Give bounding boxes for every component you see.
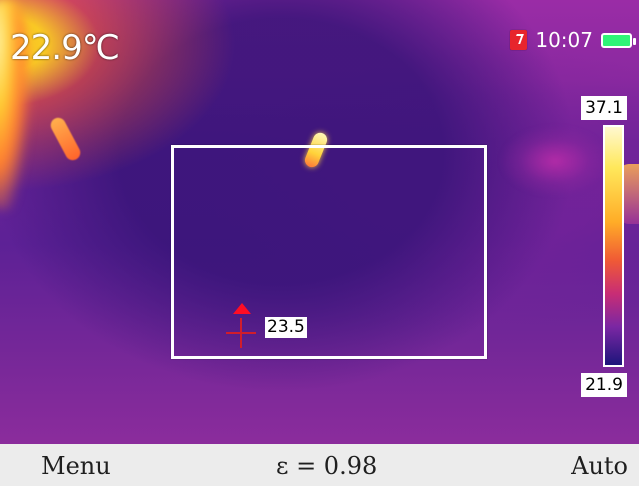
temperature-color-scale <box>603 125 624 367</box>
status-indicators: 10:07 <box>510 28 636 52</box>
thermal-image-view: 22.9℃ 10:07 23.5 37.1 21.9 <box>0 0 639 444</box>
clock: 10:07 <box>535 28 593 52</box>
warm-edge-right <box>619 164 639 224</box>
warm-region-orange <box>48 115 83 163</box>
triangle-up-icon <box>233 303 251 314</box>
battery-icon <box>601 32 636 48</box>
bottom-toolbar: Menu ε = 0.98 Auto <box>0 444 639 486</box>
emissivity-readout: ε = 0.98 <box>276 452 378 480</box>
ambient-temperature: 22.9℃ <box>10 28 120 68</box>
hot-region-left <box>0 0 30 210</box>
crosshair-icon <box>226 318 256 348</box>
menu-button[interactable]: Menu <box>41 452 111 480</box>
measurement-box <box>171 145 487 359</box>
temperature-scale-min: 21.9 <box>581 373 627 397</box>
spot-temperature-label: 23.5 <box>265 317 307 338</box>
sd-card-icon <box>510 30 528 50</box>
temperature-scale-max: 37.1 <box>581 96 627 120</box>
warm-region-right <box>500 126 610 196</box>
auto-button[interactable]: Auto <box>571 452 628 480</box>
